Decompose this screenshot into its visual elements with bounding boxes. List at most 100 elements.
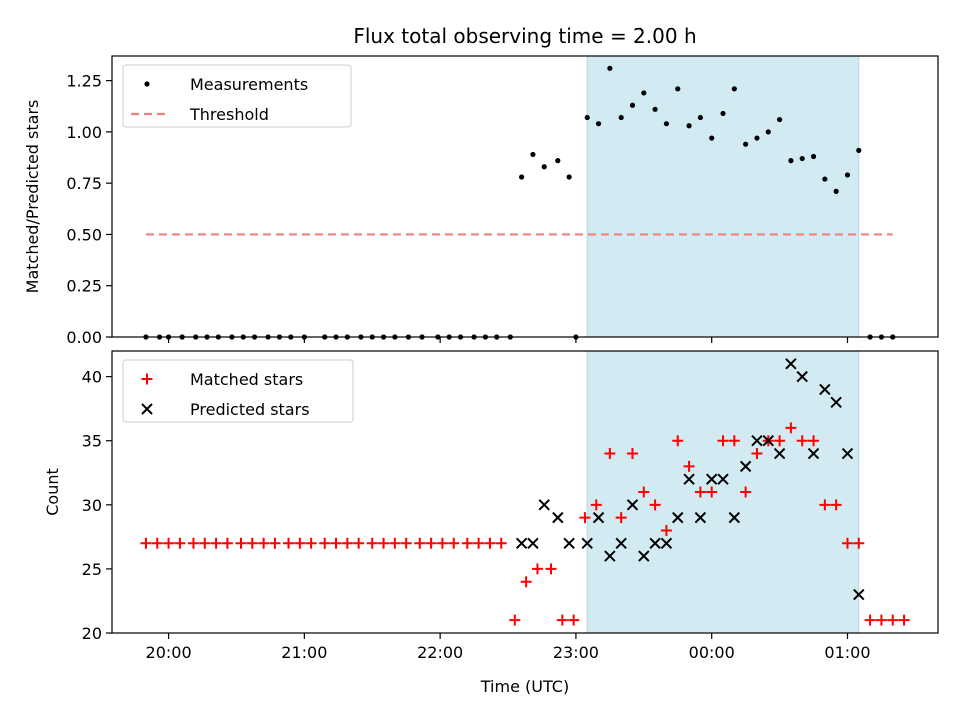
data-point: [641, 90, 647, 96]
data-point: [788, 158, 794, 164]
data-point: [853, 588, 865, 601]
legend-label: Measurements: [190, 75, 308, 94]
data-point: [765, 129, 771, 135]
x-tick-label: 21:00: [281, 643, 327, 662]
y-axis-label: Count: [43, 468, 62, 516]
data-point: [833, 188, 839, 194]
data-point: [235, 537, 247, 549]
chart-title: Flux total observing time = 2.00 h: [353, 24, 696, 48]
data-point: [590, 499, 602, 511]
x-tick-label: 23:00: [553, 643, 599, 662]
data-point: [378, 537, 390, 549]
data-point: [246, 537, 258, 549]
axes-frame: [111, 55, 939, 338]
data-point: [519, 174, 525, 180]
data-point: [556, 614, 568, 626]
legend-box: [122, 64, 352, 128]
data-point: [875, 614, 887, 626]
data-point: [672, 435, 684, 447]
data-point: [151, 537, 163, 549]
data-point: [822, 176, 828, 182]
data-point: [841, 537, 853, 549]
legend-box: [122, 359, 354, 423]
data-point: [728, 511, 741, 524]
data-point: [660, 524, 672, 536]
data-point: [552, 511, 564, 524]
legend-label: Matched stars: [190, 370, 303, 389]
data-point: [473, 537, 485, 549]
data-point: [683, 473, 695, 485]
data-point: [294, 537, 306, 549]
data-point: [774, 435, 786, 447]
data-point: [400, 537, 412, 549]
data-point: [581, 537, 593, 549]
legend: Measurements Threshold: [122, 64, 352, 128]
data-point: [626, 448, 638, 460]
data-point: [568, 614, 580, 626]
data-point: [615, 537, 627, 549]
data-point: [808, 435, 820, 447]
data-point: [174, 537, 186, 549]
x-tick-label: 22:00: [417, 643, 463, 662]
data-point: [495, 537, 507, 549]
data-point: [555, 158, 561, 164]
data-point: [740, 486, 752, 498]
data-point: [762, 435, 774, 447]
data-point: [484, 537, 496, 549]
data-point: [638, 486, 650, 498]
data-point: [728, 435, 740, 447]
data-point: [341, 537, 353, 549]
data-point: [717, 473, 729, 485]
legend-marker: [144, 81, 150, 87]
data-point: [269, 537, 281, 549]
series-measurements: [143, 65, 896, 340]
data-point: [683, 460, 695, 472]
data-point: [796, 370, 808, 383]
data-point: [796, 435, 808, 447]
data-point: [649, 499, 661, 511]
data-point: [739, 460, 752, 473]
data-point: [210, 537, 222, 549]
data-point: [856, 147, 862, 153]
data-point: [531, 563, 543, 575]
data-point: [448, 537, 460, 549]
legend: Matched stars Predicted stars: [122, 359, 354, 423]
data-point: [414, 537, 426, 549]
data-point: [705, 473, 718, 485]
data-point: [709, 135, 715, 141]
data-point: [604, 550, 616, 562]
data-point: [743, 141, 749, 147]
y-tick-label: 25: [82, 560, 102, 579]
data-point: [785, 358, 797, 370]
data-point: [819, 499, 831, 511]
data-point: [853, 537, 865, 549]
y-tick-label: 40: [82, 368, 102, 387]
data-point: [629, 102, 636, 108]
data-point: [731, 86, 737, 92]
data-point: [773, 447, 786, 460]
data-point: [199, 537, 211, 549]
observing-window-shade: [586, 55, 860, 338]
data-point: [626, 499, 639, 511]
data-point: [686, 123, 692, 129]
y-tick-label: 30: [82, 496, 102, 515]
data-point: [436, 537, 448, 549]
y-tick-label: 1.25: [66, 72, 102, 91]
data-point: [751, 448, 763, 460]
data-point: [389, 537, 401, 549]
data-point: [841, 447, 854, 460]
y-tick-label: 35: [82, 432, 102, 451]
data-point: [604, 448, 616, 460]
data-point: [898, 614, 910, 626]
data-point: [538, 499, 550, 511]
y-tick-label: 0.25: [66, 277, 102, 296]
data-point: [694, 511, 707, 524]
data-point: [545, 563, 557, 575]
data-point: [864, 614, 876, 626]
data-point: [672, 511, 684, 524]
data-point: [221, 537, 233, 549]
x-tick-label: 00:00: [689, 643, 735, 662]
data-point: [515, 537, 528, 549]
legend-marker: [141, 373, 153, 385]
